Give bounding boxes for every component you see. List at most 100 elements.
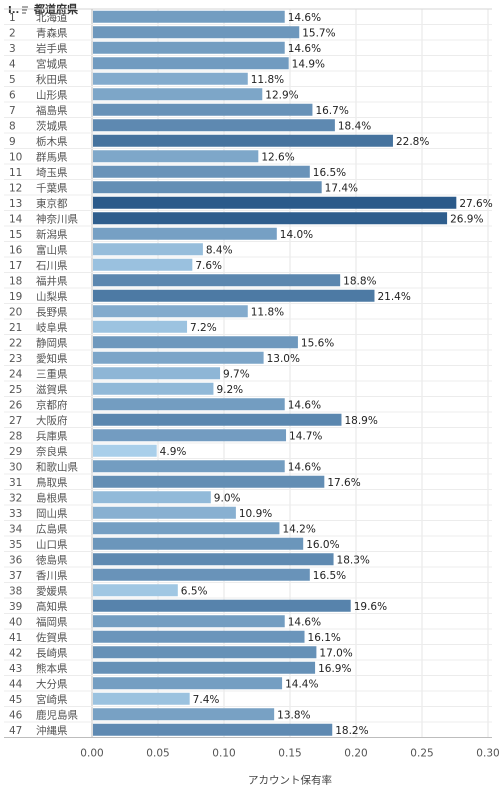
bar[interactable] <box>93 475 325 488</box>
chart-row[interactable]: 4 宮城県 14.9% <box>4 55 492 71</box>
chart-row[interactable]: 1 北海道 14.6% <box>9 10 321 24</box>
bar[interactable] <box>93 320 188 333</box>
chart-row[interactable]: 12 千葉県 17.4% <box>4 179 492 195</box>
bar[interactable] <box>93 708 275 721</box>
bar[interactable] <box>93 150 259 163</box>
bar[interactable] <box>93 444 157 457</box>
bar[interactable] <box>93 243 203 256</box>
chart-row[interactable]: 10 群馬県 12.6% <box>4 148 492 164</box>
bar[interactable] <box>93 367 221 380</box>
header-code[interactable]: I.. <box>8 5 19 16</box>
chart-row[interactable]: 39 高知県 19.6% <box>4 597 492 613</box>
chart-row[interactable]: 32 島根県 9.0% <box>4 489 492 505</box>
chart-row[interactable]: 11 埼玉県 16.5% <box>4 163 492 179</box>
chart-row[interactable]: 37 香川県 16.5% <box>4 566 492 582</box>
bar[interactable] <box>93 26 300 39</box>
chart-row[interactable]: 30 和歌山県 14.6% <box>4 458 492 474</box>
chart-row[interactable]: 14 神奈川県 26.9% <box>4 210 492 226</box>
bar[interactable] <box>93 537 304 550</box>
chart-row[interactable]: 16 富山県 8.4% <box>4 241 492 257</box>
chart-row[interactable]: 2 青森県 15.7% <box>4 24 492 40</box>
bar[interactable] <box>93 615 285 628</box>
chart-row[interactable]: 34 広島県 14.2% <box>4 520 492 536</box>
chart-row[interactable]: 6 山形県 12.9% <box>4 86 492 102</box>
chart-row[interactable]: 23 愛知県 13.0% <box>4 349 492 365</box>
chart-row[interactable]: 42 長崎県 17.0% <box>4 644 492 660</box>
bar[interactable] <box>93 88 263 101</box>
chart-row[interactable]: 3 岩手県 14.6% <box>4 39 492 55</box>
bar[interactable] <box>93 491 211 504</box>
chart-row[interactable]: 22 静岡県 15.6% <box>4 334 492 350</box>
chart-row[interactable]: 45 宮崎県 7.4% <box>4 690 492 706</box>
chart-row[interactable]: 17 石川県 7.6% <box>4 256 492 272</box>
chart-row[interactable]: 21 岐阜県 7.2% <box>4 318 492 334</box>
bar[interactable] <box>93 553 334 566</box>
bar[interactable] <box>93 212 448 225</box>
bar[interactable] <box>93 196 457 209</box>
chart-row[interactable]: 29 奈良県 4.9% <box>4 442 492 458</box>
bar[interactable] <box>93 460 285 473</box>
x-tick-label: 0.15 <box>278 748 301 760</box>
bar[interactable] <box>93 10 285 23</box>
bar[interactable] <box>93 584 178 597</box>
bar[interactable] <box>93 72 248 85</box>
bar[interactable] <box>93 661 316 674</box>
bar[interactable] <box>93 522 280 535</box>
chart-row[interactable]: 38 愛媛県 6.5% <box>4 582 492 598</box>
bar[interactable] <box>93 568 310 581</box>
chart-row[interactable]: 36 徳島県 18.3% <box>4 551 492 567</box>
data-label: 14.9% <box>292 58 325 70</box>
chart-row[interactable]: 44 大分県 14.4% <box>4 675 492 691</box>
chart-row[interactable]: 43 熊本県 16.9% <box>4 659 492 675</box>
bar[interactable] <box>93 723 333 736</box>
chart-row[interactable]: 18 福井県 18.8% <box>4 272 492 288</box>
chart-row[interactable]: 24 三重県 9.7% <box>4 365 492 381</box>
bar[interactable] <box>93 165 310 178</box>
chart-row[interactable]: 13 東京都 27.6% <box>4 194 493 210</box>
chart-row[interactable]: 31 鳥取県 17.6% <box>4 473 492 489</box>
chart-row[interactable]: 47 沖縄県 18.2% <box>4 721 492 737</box>
bar[interactable] <box>93 646 317 659</box>
chart-row[interactable]: 40 福岡県 14.6% <box>4 613 492 629</box>
bar[interactable] <box>93 351 264 364</box>
bar[interactable] <box>93 57 289 70</box>
chart-row[interactable]: 26 京都府 14.6% <box>4 396 492 412</box>
bar[interactable] <box>93 305 248 318</box>
bar[interactable] <box>93 103 313 116</box>
bar[interactable] <box>93 429 287 442</box>
chart-row[interactable]: 20 長野県 11.8% <box>4 303 492 319</box>
chart-row[interactable]: 27 大阪府 18.9% <box>4 411 492 427</box>
bar[interactable] <box>93 227 277 240</box>
chart-row[interactable]: 15 新潟県 14.0% <box>4 225 492 241</box>
bar[interactable] <box>93 181 322 194</box>
bar[interactable] <box>93 274 341 287</box>
bar[interactable] <box>93 413 342 426</box>
bar[interactable] <box>93 382 214 395</box>
chart-row[interactable]: 9 栃木県 22.8% <box>4 132 492 148</box>
chart-row[interactable]: 33 岡山県 10.9% <box>4 504 492 520</box>
chart-row[interactable]: 28 兵庫県 14.7% <box>4 427 492 443</box>
bar[interactable] <box>93 599 351 612</box>
bar[interactable] <box>93 258 193 271</box>
chart-row[interactable]: 8 茨城県 18.4% <box>4 117 492 133</box>
chart-row[interactable]: 7 福島県 16.7% <box>4 101 492 117</box>
bar[interactable] <box>93 119 335 132</box>
chart-row[interactable]: 25 滋賀県 9.2% <box>4 380 492 396</box>
bar[interactable] <box>93 677 283 690</box>
chart-row[interactable]: 46 鹿児島県 13.8% <box>4 706 492 722</box>
sort-icon[interactable] <box>22 6 28 14</box>
chart-row[interactable]: 19 山梨県 21.4% <box>4 287 492 303</box>
chart-row[interactable]: 35 山口県 16.0% <box>4 535 492 551</box>
bar[interactable] <box>93 630 305 643</box>
row-code: 16 <box>9 244 23 256</box>
bar[interactable] <box>93 692 190 705</box>
chart-row[interactable]: 41 佐賀県 16.1% <box>4 628 492 644</box>
data-label: 9.2% <box>216 384 243 396</box>
chart-row[interactable]: 5 秋田県 11.8% <box>4 70 492 86</box>
bar[interactable] <box>93 289 375 302</box>
bar[interactable] <box>93 134 393 147</box>
bar[interactable] <box>93 336 298 349</box>
bar[interactable] <box>93 41 285 54</box>
bar[interactable] <box>93 398 285 411</box>
bar[interactable] <box>93 506 236 519</box>
